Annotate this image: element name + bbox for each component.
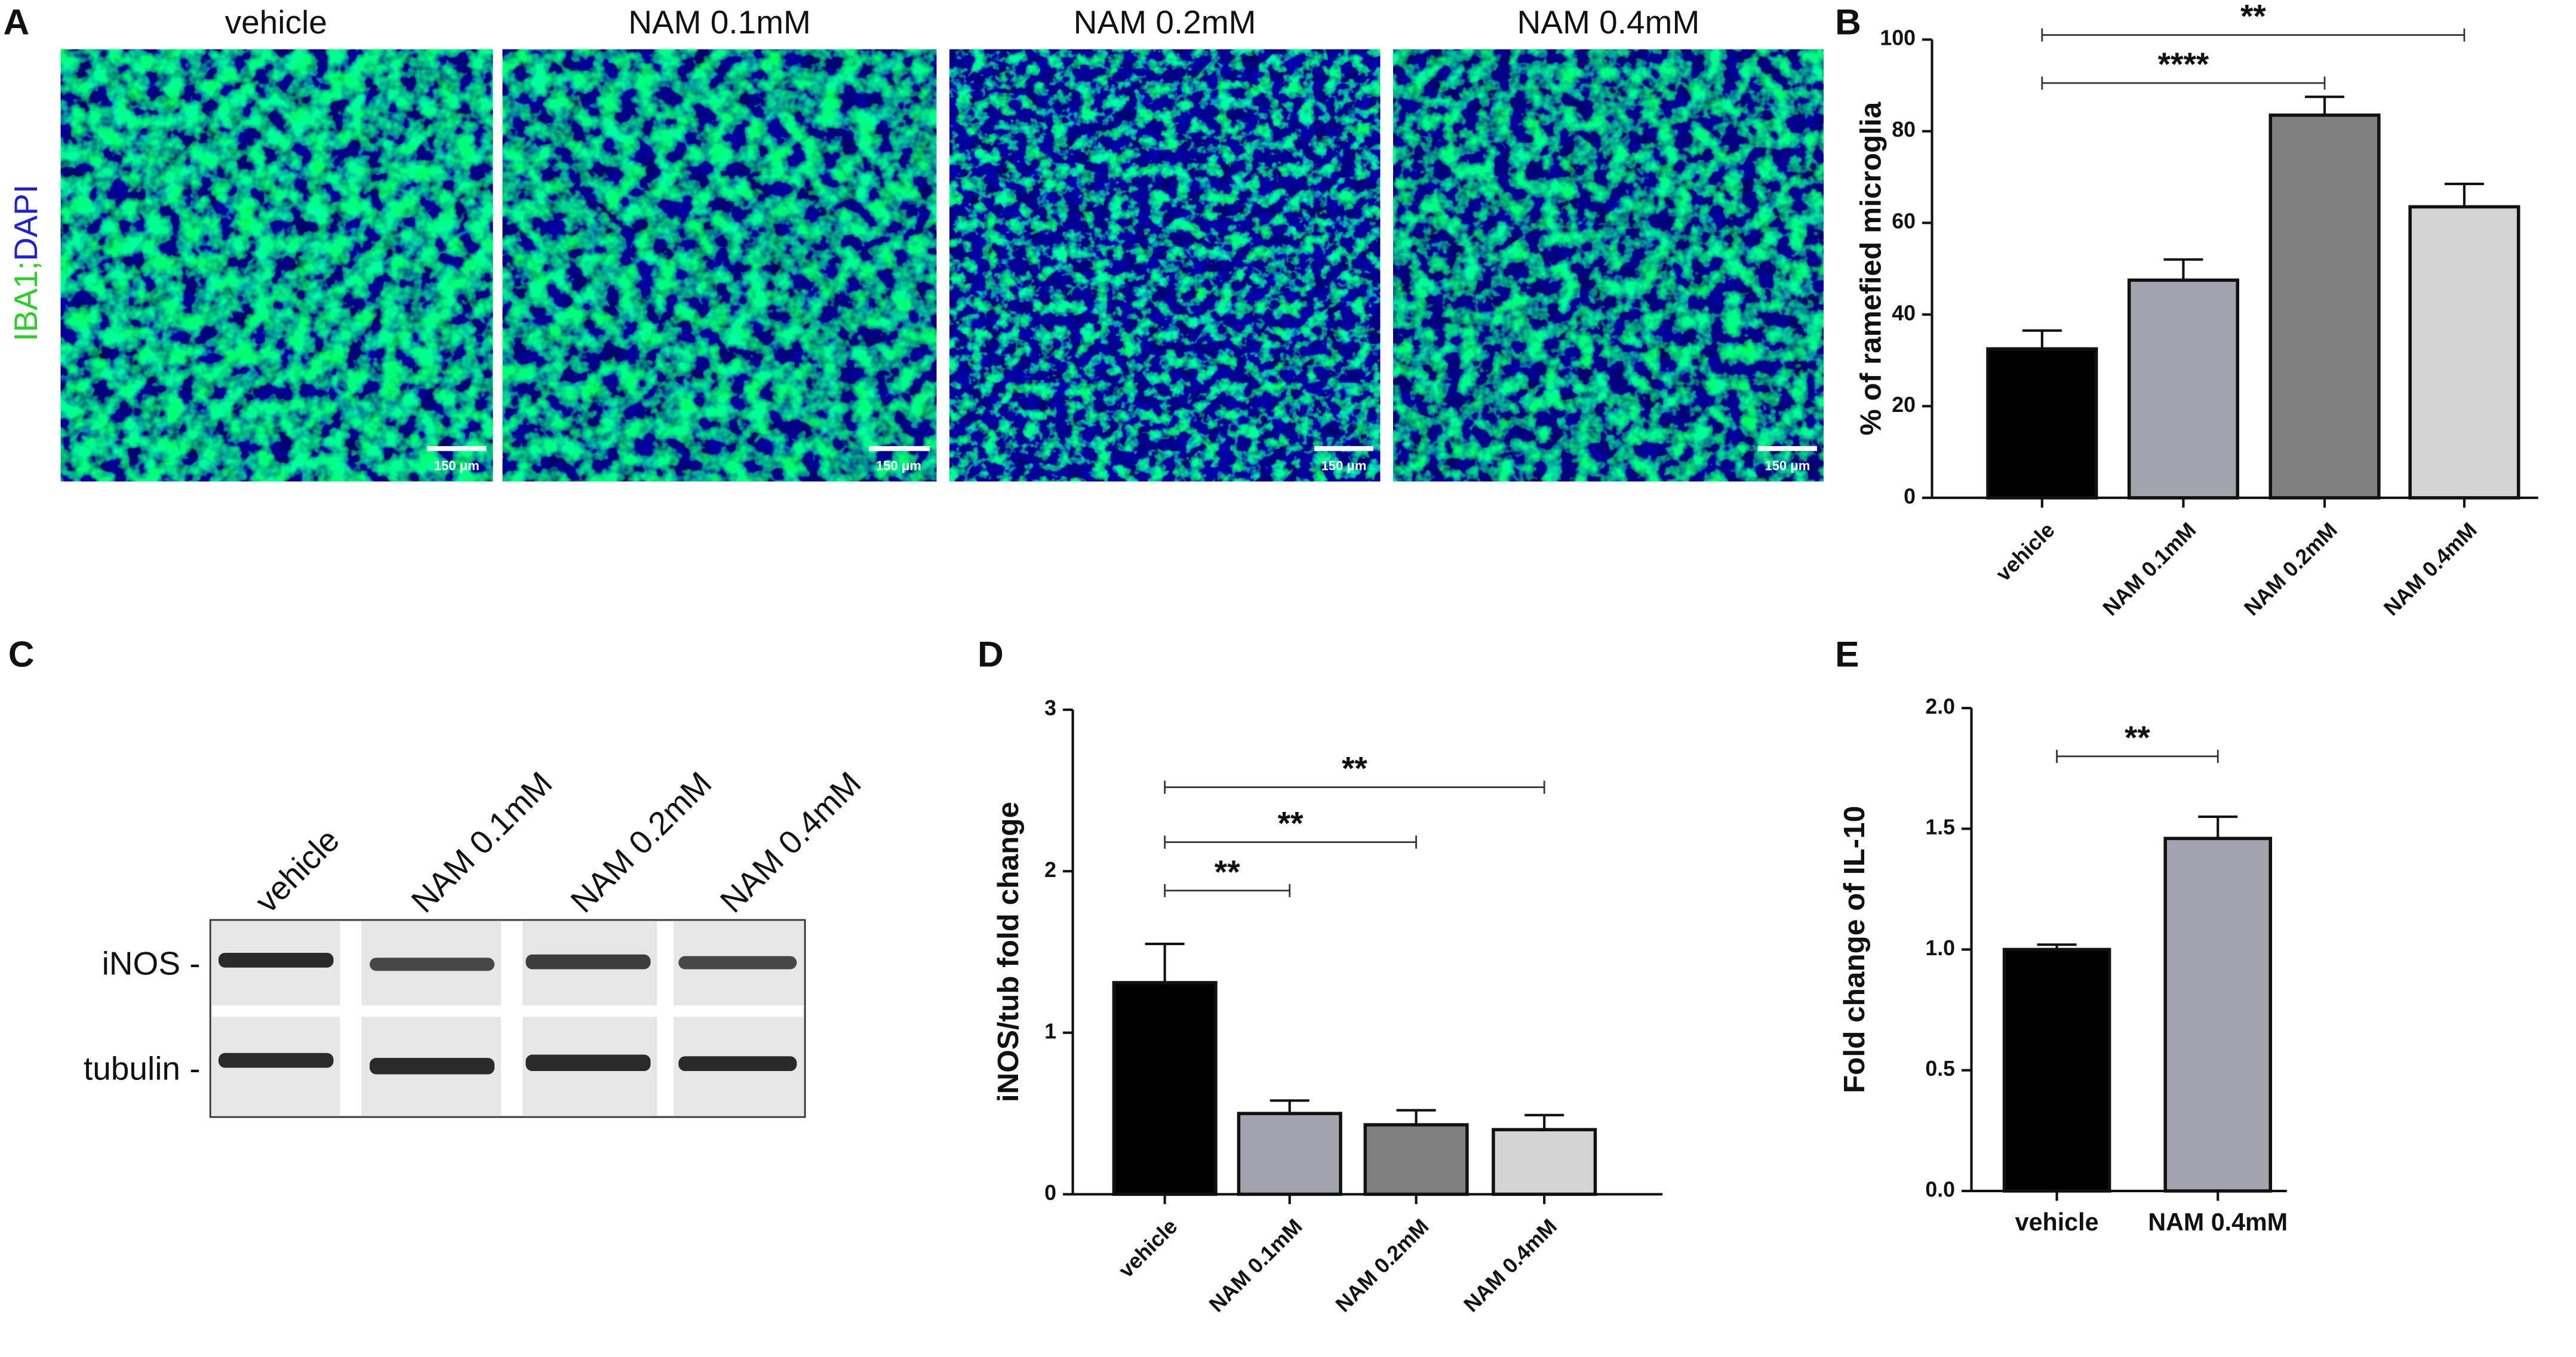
bar <box>1112 981 1218 1196</box>
y-tick-label: 40 <box>1892 301 1916 325</box>
lane-label: NAM 0.2mM <box>563 764 718 919</box>
x-tick-label: NAM 0.4mM <box>2148 1208 2288 1236</box>
x-tick-label: NAM 0.1mM <box>1204 1214 1307 1317</box>
lane-label: vehicle <box>248 821 346 919</box>
micrograph <box>949 49 1381 482</box>
panel-letter: E <box>1835 634 1859 675</box>
significance-label: ** <box>1215 853 1240 890</box>
band <box>678 956 797 970</box>
stain-label: IBA1;DAPI <box>7 184 44 341</box>
stain-separator: ; <box>7 261 44 270</box>
significance-label: **** <box>2158 45 2209 82</box>
y-axis-label: % of ramefied microglia <box>1855 101 1888 435</box>
x-tick-label: NAM 0.4mM <box>2379 518 2482 620</box>
image-title: vehicle <box>225 4 327 41</box>
significance-label: ** <box>2125 719 2150 756</box>
lane-gap <box>657 921 674 1116</box>
band <box>218 1053 334 1068</box>
band <box>370 958 495 971</box>
band <box>525 954 651 970</box>
bar <box>1237 1112 1342 1196</box>
bar <box>1986 347 2098 500</box>
x-tick-label: vehicle <box>1114 1214 1182 1282</box>
lane-label: NAM 0.1mM <box>404 764 559 919</box>
x-tick-label: NAM 0.1mM <box>2098 518 2201 620</box>
x-tick-label: vehicle <box>1991 518 2059 586</box>
significance-label: ** <box>1342 750 1367 787</box>
significance-label: ** <box>1278 805 1304 842</box>
row-gap <box>211 1005 804 1017</box>
lane-gap <box>340 921 362 1116</box>
y-tick-label: 20 <box>1892 393 1916 417</box>
bar <box>2268 113 2381 500</box>
band <box>525 1054 651 1072</box>
y-axis-label: Fold change of IL-10 <box>1838 806 1871 1093</box>
scale-bar-label: 150 μm <box>876 458 921 473</box>
bar <box>2127 278 2239 500</box>
panel-letter: B <box>1835 1 1861 42</box>
y-tick-label: 100 <box>1880 26 1916 50</box>
bar <box>2002 947 2111 1193</box>
y-tick-label: 0 <box>1904 484 1916 508</box>
row-label: tubulin - <box>84 1050 201 1087</box>
x-tick-label: NAM 0.4mM <box>1459 1214 1561 1317</box>
y-tick-label: 2 <box>1044 858 1056 882</box>
lane-label: NAM 0.4mM <box>713 764 868 919</box>
image-title: NAM 0.1mM <box>628 4 811 41</box>
band <box>678 1056 797 1072</box>
bar <box>2163 836 2273 1193</box>
x-tick-label: NAM 0.2mM <box>2239 518 2342 620</box>
micrograph <box>60 49 493 482</box>
y-tick-label: 1.0 <box>1925 936 1955 960</box>
y-tick-label: 80 <box>1892 118 1916 141</box>
micrograph <box>502 49 937 482</box>
y-tick-label: 0.0 <box>1925 1177 1955 1201</box>
stain-dapi: DAPI <box>7 184 44 261</box>
micrograph <box>1393 49 1824 482</box>
panel-letter: A <box>4 1 30 42</box>
western-blot <box>209 919 806 1118</box>
significance-label: ** <box>2240 0 2266 35</box>
y-tick-label: 0 <box>1044 1181 1056 1205</box>
x-tick-label: NAM 0.2mM <box>1331 1214 1434 1317</box>
x-tick-label: vehicle <box>2015 1208 2099 1236</box>
microscopy-panel <box>60 49 1824 482</box>
y-tick-label: 3 <box>1044 696 1056 720</box>
bar <box>2408 205 2520 500</box>
bar <box>1492 1128 1597 1196</box>
y-tick-label: 60 <box>1892 210 1916 233</box>
scale-bar-label: 150 μm <box>1765 458 1810 473</box>
panel-letter: D <box>977 634 1004 675</box>
band <box>370 1058 495 1075</box>
y-tick-label: 0.5 <box>1925 1057 1955 1081</box>
y-tick-label: 2.0 <box>1925 694 1955 718</box>
y-axis-label: iNOS/tub fold change <box>992 802 1025 1102</box>
y-tick-label: 1 <box>1044 1019 1056 1043</box>
stain-iba1: IBA1 <box>7 270 44 341</box>
band <box>218 952 334 968</box>
image-title: NAM 0.4mM <box>1517 4 1700 41</box>
row-label: iNOS - <box>102 945 201 982</box>
lane-gap <box>501 921 522 1116</box>
scale-bar-label: 150 μm <box>1321 458 1367 473</box>
bar <box>1363 1123 1469 1196</box>
scale-bar-label: 150 μm <box>434 458 479 473</box>
image-title: NAM 0.2mM <box>1074 4 1256 41</box>
panel-letter: C <box>8 634 35 675</box>
y-tick-label: 1.5 <box>1925 816 1955 839</box>
